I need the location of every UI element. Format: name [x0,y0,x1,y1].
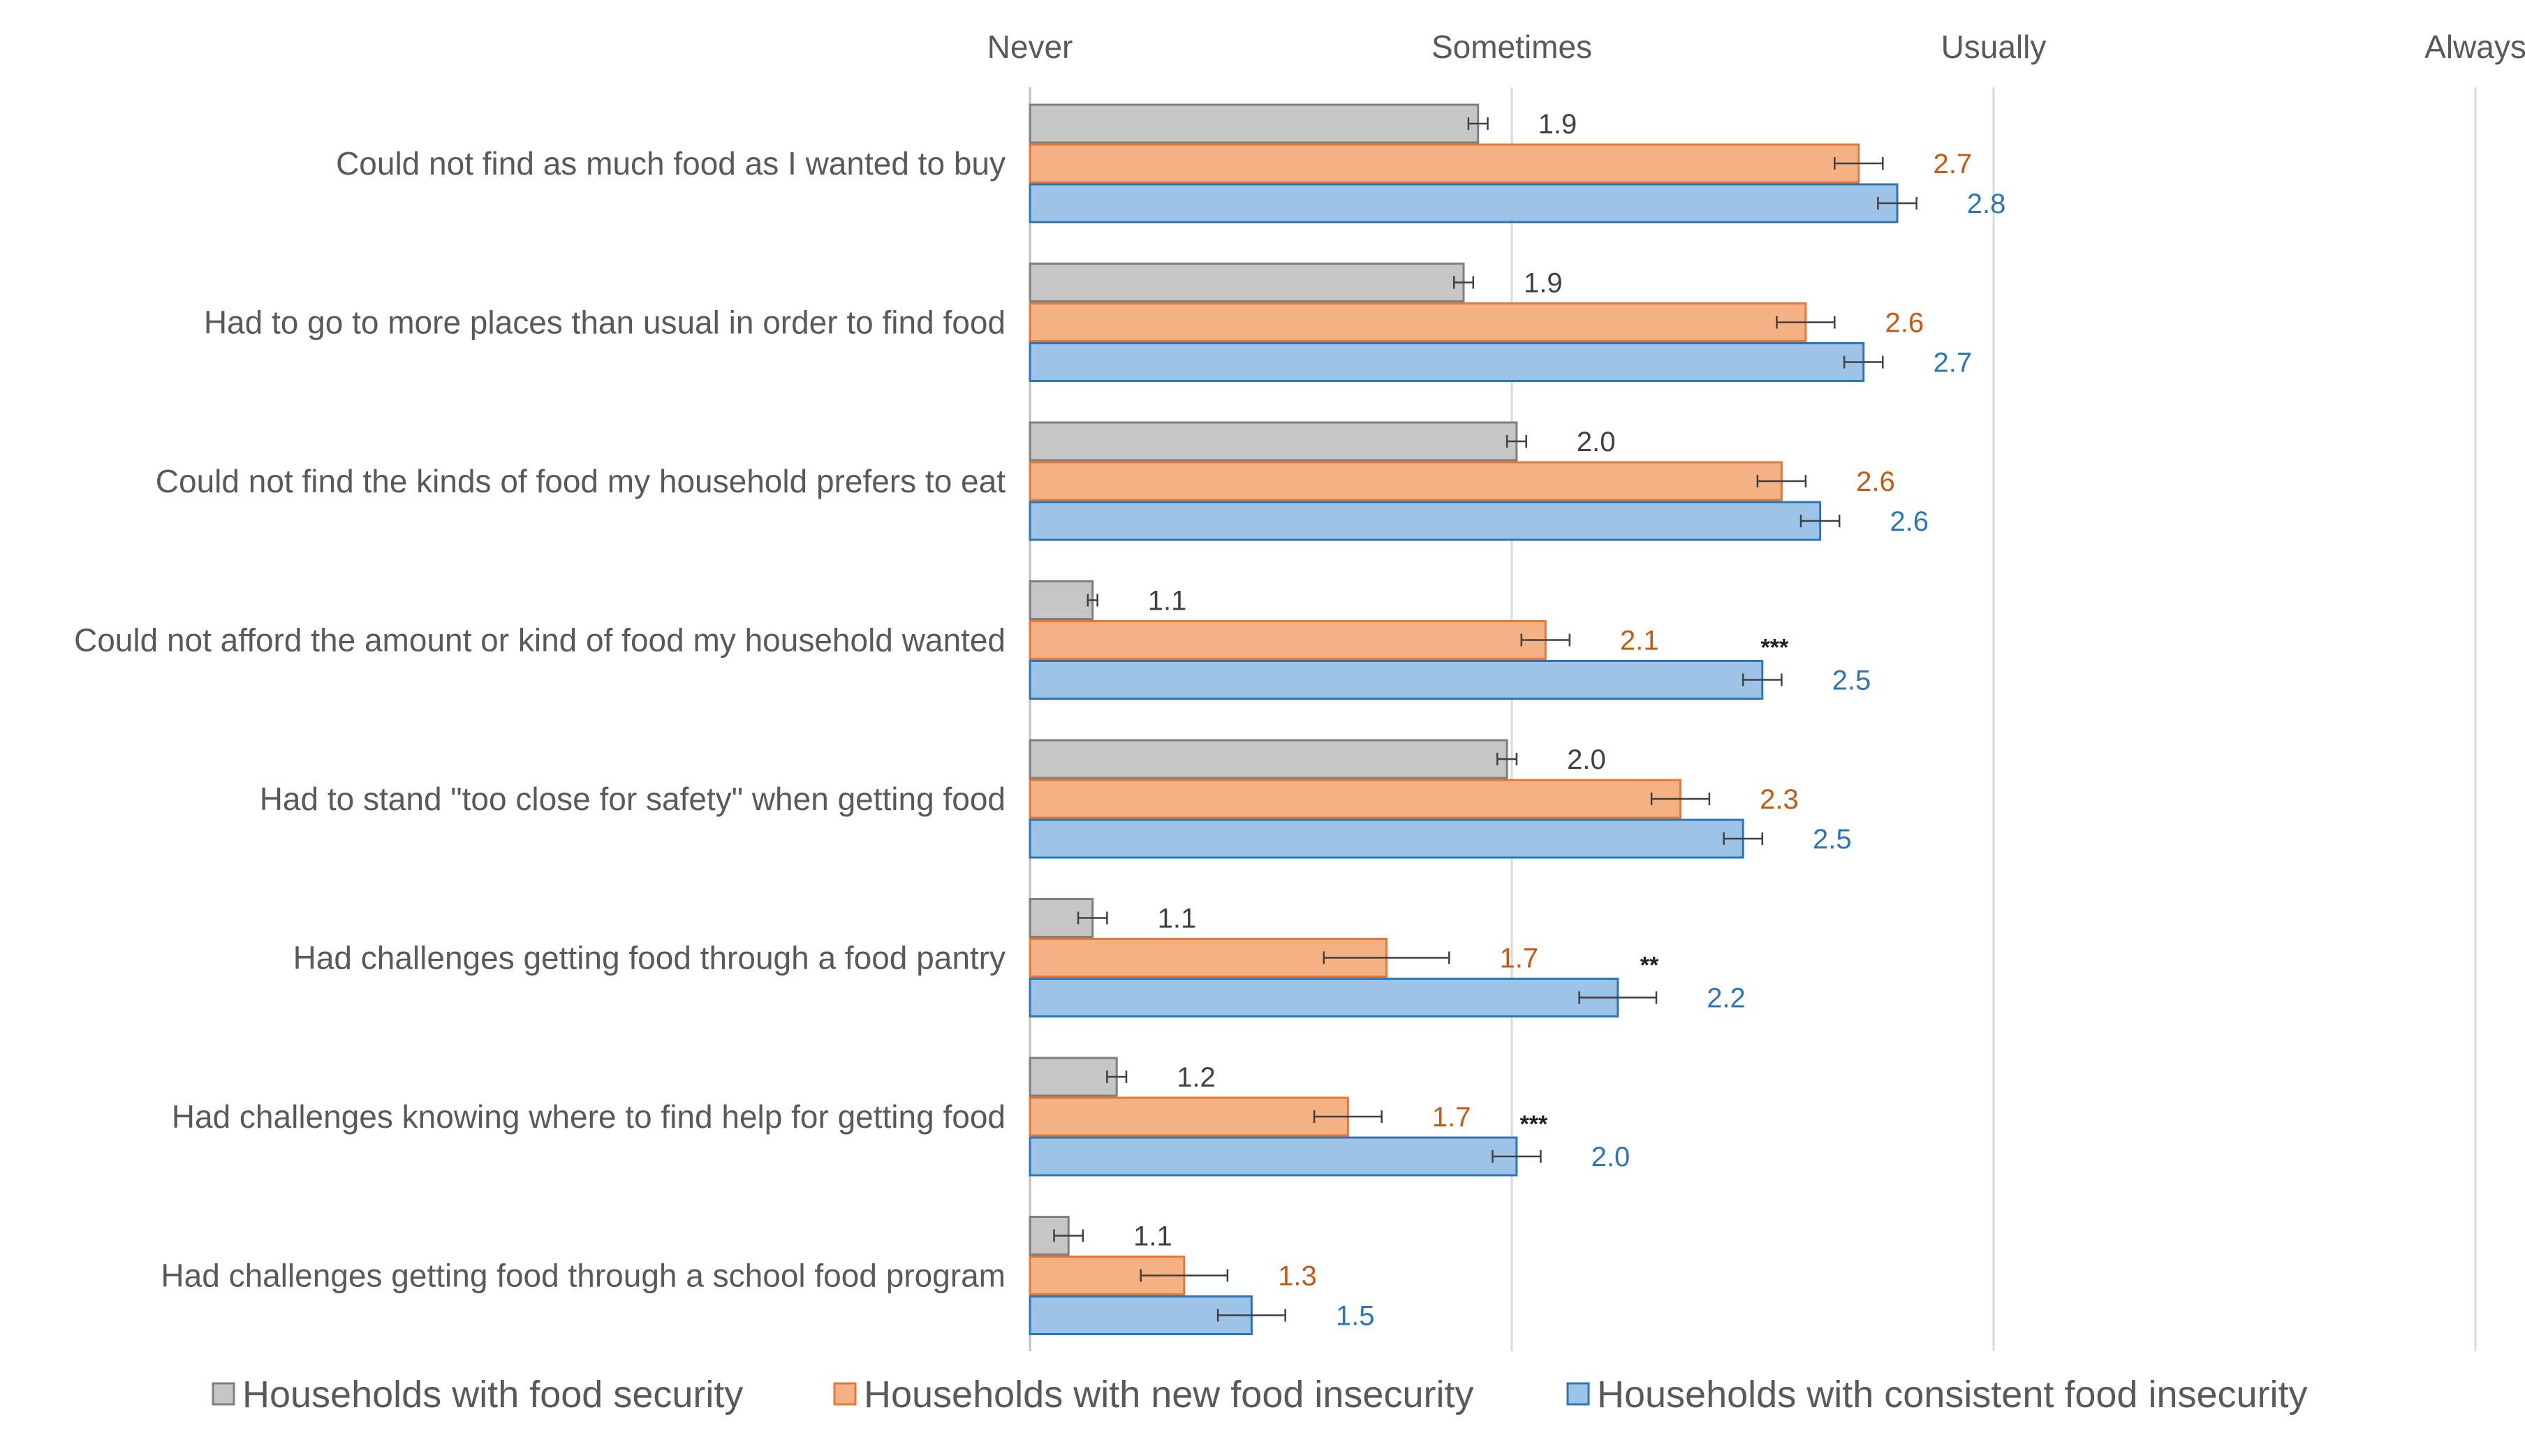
bar [1029,620,1547,660]
significance-marker: *** [1520,1111,1548,1138]
category-label: Had to go to more places than usual in o… [204,304,1006,341]
bar [1029,1096,1349,1137]
legend-label: Households with new food insecurity [864,1374,1473,1415]
data-label: 2.8 [1967,189,2006,219]
bar [1029,461,1783,501]
data-label: 2.1 [1620,626,1659,656]
bar [1029,143,1860,184]
data-label: 2.7 [1933,149,1972,179]
bar [1029,739,1508,779]
x-tick-label: Usually [1941,29,2047,65]
bar [1029,501,1822,541]
legend-label: Households with food security [242,1374,743,1415]
x-tick-label: Sometimes [1431,29,1592,65]
data-label: 1.9 [1538,109,1577,140]
legend-swatch [212,1382,235,1406]
category-label: Could not afford the amount or kind of f… [74,622,1006,659]
legend-label: Households with consistent food insecuri… [1597,1374,2308,1415]
x-tick-label: Always [2424,29,2525,65]
data-label: 2.6 [1885,308,1924,339]
data-label: 2.0 [1567,744,1606,775]
bar [1029,978,1619,1017]
data-label: 1.5 [1336,1301,1375,1332]
bar [1029,342,1865,382]
data-label: 1.7 [1432,1102,1471,1133]
bar [1029,580,1094,620]
data-label: 2.5 [1813,824,1852,855]
legend-swatch [1566,1382,1590,1406]
data-label: 2.6 [1856,466,1895,497]
data-label: 2.2 [1707,983,1746,1014]
data-label: 2.6 [1890,506,1929,537]
data-label: 2.3 [1760,784,1799,815]
data-label: 1.2 [1177,1062,1216,1093]
data-label: 1.9 [1524,268,1563,299]
data-label: 2.7 [1933,348,1972,378]
data-label: 2.5 [1832,666,1871,696]
bar [1029,1136,1518,1177]
category-label: Had to stand "too close for safety" when… [260,781,1006,817]
bar [1029,263,1465,302]
data-label: 2.0 [1591,1142,1630,1172]
data-label: 1.1 [1158,904,1197,934]
data-label: 1.3 [1278,1261,1317,1292]
bar [1029,818,1744,859]
category-label: Could not find as much food as I wanted … [336,145,1006,182]
category-label: Could not find the kinds of food my hous… [156,463,1006,499]
bar [1029,421,1518,462]
category-label: Had challenges knowing where to find hel… [172,1098,1006,1135]
significance-marker: ** [1640,953,1659,979]
bar [1029,302,1807,342]
bar [1029,183,1899,223]
bar [1029,1295,1253,1335]
bar [1029,660,1764,700]
bar [1029,779,1681,819]
data-label: 1.1 [1133,1221,1172,1252]
x-tick-label: Never [987,29,1073,65]
legend-swatch [833,1382,857,1406]
category-label: Had challenges getting food through a sc… [161,1258,1006,1294]
data-label: 2.0 [1577,427,1616,457]
data-label: 1.7 [1499,943,1538,974]
category-label: Had challenges getting food through a fo… [293,940,1006,976]
significance-marker: *** [1761,635,1789,661]
bar [1029,103,1480,144]
data-label: 1.1 [1148,586,1187,617]
bar [1029,1057,1118,1097]
